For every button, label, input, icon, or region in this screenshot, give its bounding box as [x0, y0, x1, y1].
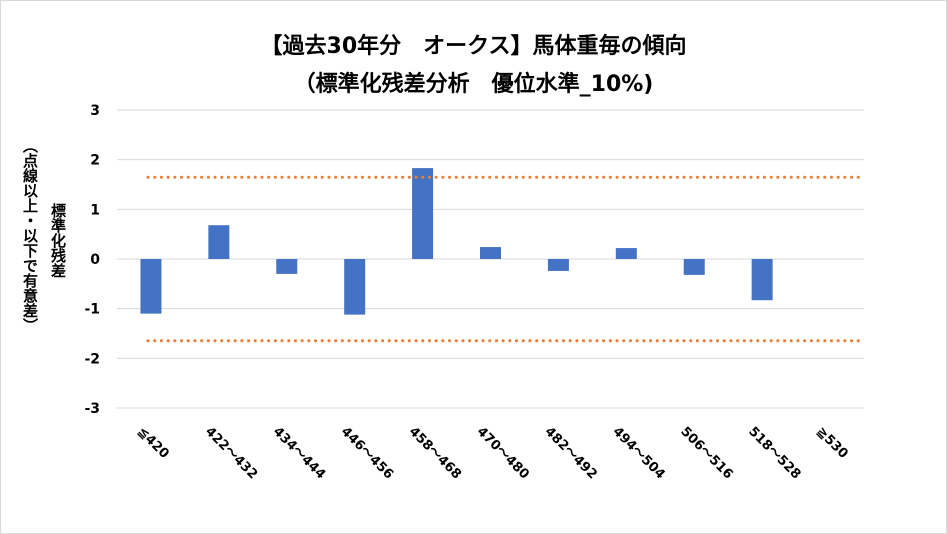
- bar: [683, 259, 705, 275]
- bar: [751, 259, 773, 301]
- x-tick-label: ≦420: [134, 424, 171, 461]
- x-tick-label: ≧530: [813, 424, 850, 461]
- chart-subtitle: （標準化残差分析 優位水準_10%): [293, 72, 654, 97]
- y-tick-label: -3: [84, 401, 100, 417]
- bar: [276, 259, 298, 274]
- y-tick-label: 3: [90, 103, 100, 119]
- y-tick-label: 1: [90, 202, 100, 218]
- y-tick-label: 0: [90, 252, 100, 268]
- bar: [547, 259, 569, 271]
- bar: [615, 248, 637, 259]
- y-axis-label: 標準化残差: [49, 203, 67, 278]
- x-tick-label: 506～516: [677, 424, 735, 482]
- y-tick-label: 2: [90, 153, 100, 169]
- bar: [140, 259, 162, 314]
- y-tick-label: -1: [84, 302, 100, 318]
- x-tick-label: 422～432: [202, 424, 260, 482]
- x-tick-label: 446～456: [338, 424, 396, 482]
- x-tick-label: 518～528: [745, 424, 803, 482]
- x-tick-label: 494～504: [609, 424, 667, 482]
- bar: [208, 225, 230, 259]
- x-tick-label: 434～444: [270, 424, 328, 482]
- bar: [344, 259, 366, 315]
- y-axis-note: （点線以上・以下で有意差）: [21, 138, 39, 333]
- x-tick-label: 482～492: [542, 424, 600, 482]
- x-tick-label: 470～480: [474, 424, 532, 482]
- bar: [412, 168, 434, 259]
- bar: [480, 247, 501, 259]
- chart-title: 【過去30年分 オークス】馬体重毎の傾向: [260, 34, 687, 59]
- y-tick-label: -2: [84, 351, 100, 367]
- x-tick-label: 458～468: [406, 424, 464, 482]
